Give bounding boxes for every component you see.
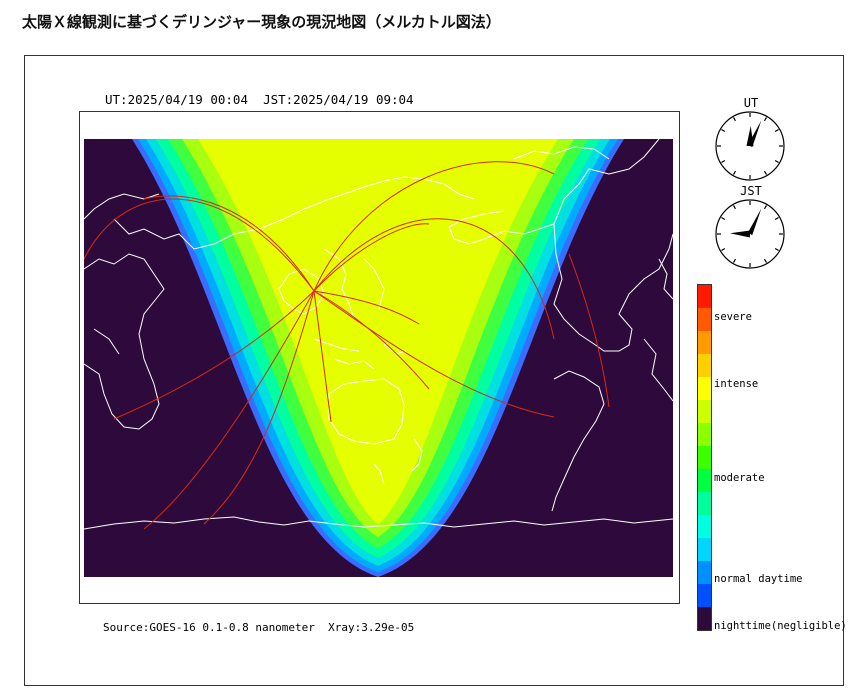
- daytime-band: [198, 139, 558, 525]
- legend-label-night: nighttime(negligible): [714, 620, 847, 632]
- intensity-legend-bar: [697, 284, 712, 631]
- clock-tick: [763, 258, 768, 263]
- clock-hour-hand: [730, 230, 751, 238]
- clock-hour-hand: [746, 126, 754, 147]
- dellinger-map: [84, 139, 673, 577]
- propagation-paths: [84, 161, 610, 530]
- jst-clock-label: JST: [740, 184, 762, 198]
- clock-tick: [774, 216, 779, 221]
- clock-tick: [732, 205, 737, 210]
- clock-tick: [763, 117, 768, 122]
- legend-label-severe: severe: [714, 311, 752, 323]
- clock-tick: [774, 159, 779, 164]
- legend-label-moderate: moderate: [714, 472, 765, 484]
- legend-label-intense: intense: [714, 378, 759, 390]
- clock-tick: [763, 205, 768, 210]
- clock-tick: [721, 247, 726, 252]
- xray-value: Xray:3.29e-05: [328, 621, 415, 634]
- jst-timestamp: JST:2025/04/19 09:04: [263, 92, 414, 107]
- ut-timestamp: UT:2025/04/19 00:04: [105, 92, 248, 107]
- clock-tick: [774, 247, 779, 252]
- clock-tick: [732, 117, 737, 122]
- page-title: 太陽Ｘ線観測に基づくデリンジャー現象の現況地図（メルカトル図法）: [22, 13, 501, 31]
- source-line: Source:GOES-16 0.1-0.8 nanometer Xray:3.…: [103, 621, 414, 634]
- clock-tick: [763, 170, 768, 175]
- clock-tick: [721, 216, 726, 221]
- clock-tick: [721, 128, 726, 133]
- legend-label-normal: normal daytime: [714, 573, 803, 585]
- map-panel-frame: [24, 55, 844, 686]
- clock-tick: [732, 258, 737, 263]
- clock-minute-hand: [747, 208, 762, 236]
- coastlines: [84, 139, 673, 530]
- jst-clock-icon: [715, 199, 785, 269]
- time-header: UT:2025/04/19 00:04 JST:2025/04/19 09:04: [105, 92, 414, 107]
- clock-tick: [732, 170, 737, 175]
- clock-tick: [721, 159, 726, 164]
- ut-clock-icon: [715, 111, 785, 181]
- ut-clock-label: UT: [743, 96, 759, 110]
- source-label: Source:GOES-16 0.1-0.8 nanometer: [103, 621, 315, 634]
- clock-tick: [774, 128, 779, 133]
